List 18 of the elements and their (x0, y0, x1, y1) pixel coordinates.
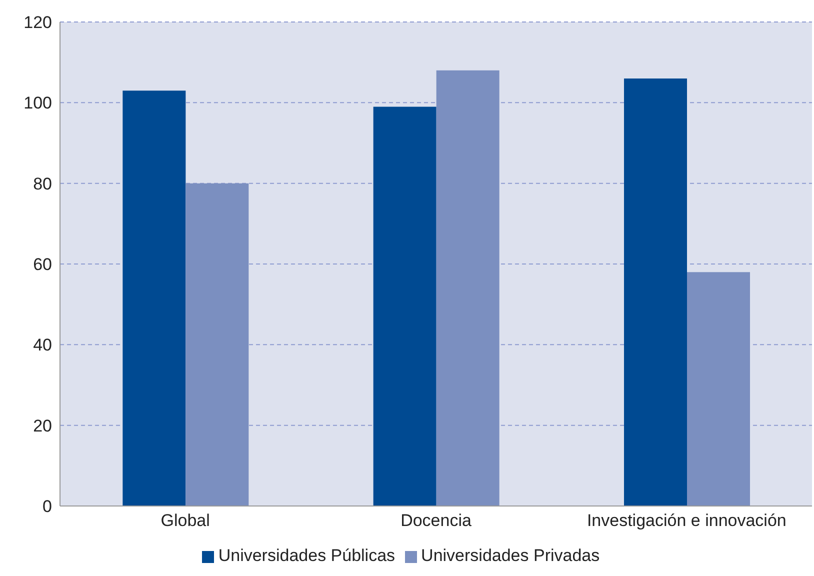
bar (436, 70, 500, 506)
bar (122, 90, 186, 506)
y-tick-label: 80 (33, 174, 52, 194)
x-tick-label: Investigación e innovación (586, 511, 786, 530)
y-tick-label: 120 (24, 13, 52, 32)
y-tick-label: 60 (33, 255, 52, 274)
bar (687, 272, 750, 506)
bar (624, 78, 687, 506)
y-tick-label: 40 (33, 336, 52, 355)
legend-label: Universidades Públicas (218, 546, 396, 565)
y-tick-label: 0 (42, 497, 52, 516)
bar (373, 106, 436, 506)
y-tick-label: 20 (33, 416, 52, 436)
y-tick-label: 100 (24, 94, 52, 113)
x-tick-label: Docencia (400, 511, 472, 530)
x-tick-label: Global (160, 511, 210, 530)
legend-label: Universidades Privadas (421, 546, 600, 565)
bar (186, 183, 249, 506)
